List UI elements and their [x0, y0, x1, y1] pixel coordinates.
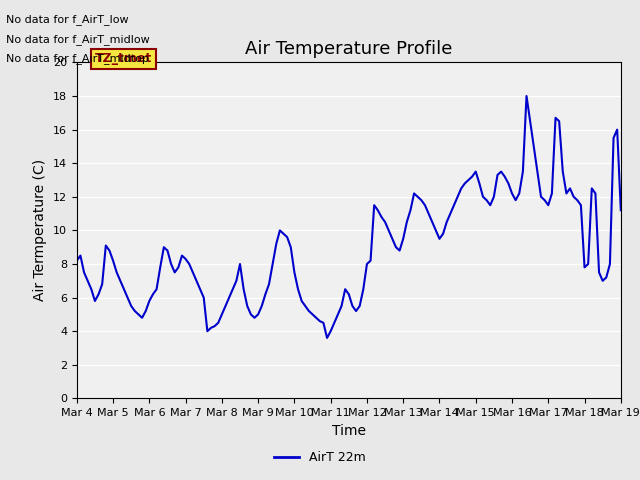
Y-axis label: Air Termperature (C): Air Termperature (C)	[33, 159, 47, 301]
Text: No data for f_AirT_midtop: No data for f_AirT_midtop	[6, 53, 149, 64]
Text: TZ_tmet: TZ_tmet	[95, 52, 152, 65]
Text: No data for f_AirT_midlow: No data for f_AirT_midlow	[6, 34, 150, 45]
Text: No data for f_AirT_low: No data for f_AirT_low	[6, 14, 129, 25]
Title: Air Temperature Profile: Air Temperature Profile	[245, 40, 452, 58]
Legend: AirT 22m: AirT 22m	[269, 446, 371, 469]
X-axis label: Time: Time	[332, 424, 366, 438]
